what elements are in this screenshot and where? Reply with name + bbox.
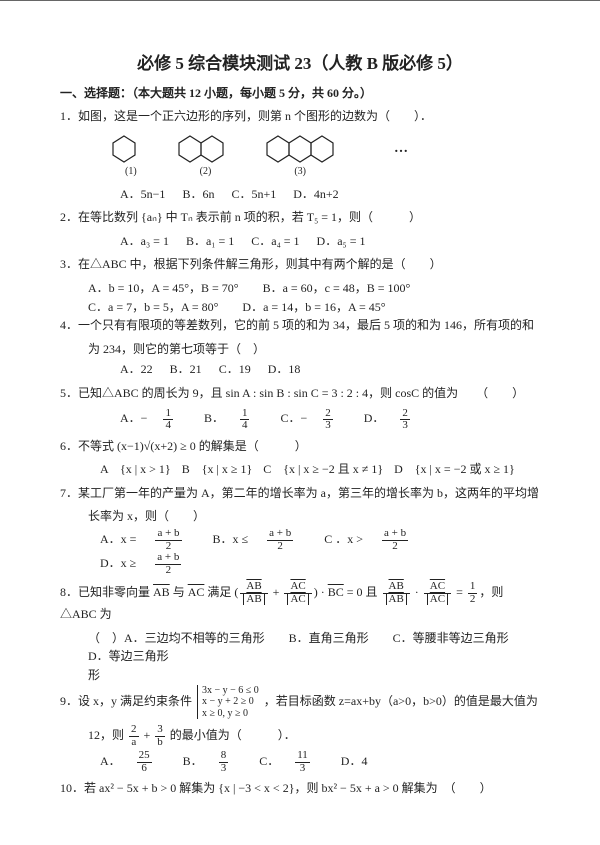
problem-1: 1．如图，这是一个正六边形的序列，则第 n 个图形的边数为（ ）． — [60, 107, 540, 126]
p5-choice-c: C．−23 — [280, 411, 346, 425]
p4-choice-b: B．21 — [170, 362, 202, 376]
p9-choice-a: A．256 — [100, 754, 166, 768]
p9-choice-d: D．4 — [341, 754, 368, 768]
problem-1-choices: A．5n−1 B．6n C．5n+1 D．4n+2 — [60, 185, 540, 204]
p9-choice-b: B．83 — [183, 754, 243, 768]
problem-1-text: 1．如图，这是一个正六边形的序列，则第 n 个图形的边数为（ ）． — [60, 109, 432, 123]
p6-choice-d: D {x | x = −2 或 x ≥ 1} — [394, 462, 515, 476]
problem-10: 10．若 ax² − 5x + b > 0 解集为 {x | −3 < x < … — [60, 779, 540, 798]
fig-label-1: (1) — [125, 166, 137, 177]
ellipsis: … — [394, 141, 412, 157]
p4-choice-d: D．18 — [268, 362, 301, 376]
hexagon-1 — [110, 134, 138, 164]
problem-5-choices: A．−14 B．14 C．−23 D．23 — [60, 408, 540, 432]
problem-5: 5．已知△ABC 的周长为 9，且 sin A : sin B : sin C … — [60, 384, 540, 403]
problem-4: 4．一个只有有限项的等差数列，它的前 5 项的和为 34，最后 5 项的和为 1… — [60, 316, 540, 335]
problem-6: 6．不等式 (x−1)√(x+2) ≥ 0 的解集是（ ） — [60, 437, 540, 456]
fig-label-2: (2) — [200, 166, 212, 177]
p5-choice-b: B．14 — [204, 411, 264, 425]
p7-choice-d: D．x ≥ a + b2 — [100, 556, 195, 570]
p6-choice-b: B {x | x ≥ 1} — [182, 462, 253, 476]
problem-9-cont: 12，则 2a + 3b 的最小值为（ ）． — [60, 724, 540, 748]
problem-2: 2．在等比数列 {aₙ} 中 Tₙ 表示前 n 项的积，若 T₅ = 1，则（ … — [60, 208, 540, 227]
constraint-brace: 3x − y − 6 ≤ 0x − y + 2 ≥ 0x ≥ 0, y ≥ 0 — [197, 685, 259, 720]
p7-choice-b: B．x ≤ a + b2 — [213, 532, 308, 546]
problem-9-choices: A．256 B．83 C．113 D．4 — [60, 750, 540, 774]
section-1-heading: 一、选择题：（本大题共 12 小题，每小题 5 分，共 60 分。） — [60, 84, 540, 101]
problem-3-line2: C．a = 7，b = 5，A = 80° D．a = 14，b = 16，A … — [60, 298, 540, 317]
p2-choice-d: D．a₅ = 1 — [317, 234, 366, 248]
problem-4-cont: 为 234，则它的第七项等于（ ） — [60, 340, 540, 359]
problem-7-choices: A．x = a + b2 B．x ≤ a + b2 C ．x > a + b2 … — [60, 528, 540, 576]
p5-choice-a: A．−14 — [120, 411, 187, 425]
p1-choice-b: B．6n — [182, 187, 214, 201]
p2-choice-a: A．a₃ = 1 — [120, 234, 169, 248]
p4-choice-a: A．22 — [120, 362, 153, 376]
problem-3-line1: A．b = 10，A = 45°，B = 70° B．a = 60，c = 48… — [60, 279, 540, 298]
problem-8: 8．已知非零向量 AB 与 AC 满足 (ABAB + ACAC) · BC =… — [60, 581, 540, 624]
problem-8-cont: （ ）A．三边均不相等的三角形 B．直角三角形 C．等腰非等边三角形 D．等边三… — [60, 629, 540, 666]
p7-choice-a: A．x = a + b2 — [100, 532, 196, 546]
hexagon-2 — [176, 134, 226, 164]
page-title: 必修 5 综合模块测试 23（人教 B 版必修 5） — [60, 49, 540, 74]
p2-choice-c: C．a₄ = 1 — [251, 234, 299, 248]
p1-choice-c: C．5n+1 — [231, 187, 276, 201]
problem-7-cont: 长率为 x，则（ ） — [60, 507, 540, 526]
fig-label-3: (3) — [294, 166, 306, 177]
hexagon-labels: (1) (2) (3) — [60, 166, 540, 177]
p1-choice-a: A．5n−1 — [120, 187, 165, 201]
problem-7: 7．某工厂第一年的产量为 A，第二年的增长率为 a，第三年的增长率为 b，这两年… — [60, 484, 540, 503]
page: 必修 5 综合模块测试 23（人教 B 版必修 5） 一、选择题：（本大题共 1… — [0, 0, 600, 845]
p4-choice-c: C．19 — [219, 362, 251, 376]
p6-choice-c: C {x | x ≥ −2 且 x ≠ 1} — [263, 462, 383, 476]
p1-choice-d: D．4n+2 — [293, 187, 338, 201]
p5-choice-d: D．23 — [364, 411, 424, 425]
p7-choice-c: C ．x > a + b2 — [324, 532, 422, 546]
hexagon-3 — [264, 134, 336, 164]
p2-choice-b: B．a₁ = 1 — [186, 234, 234, 248]
problem-6-choices: A {x | x > 1} B {x | x ≥ 1} C {x | x ≥ −… — [60, 460, 540, 479]
hexagon-figure: … — [60, 134, 540, 164]
problem-2-choices: A．a₃ = 1 B．a₁ = 1 C．a₄ = 1 D．a₅ = 1 — [60, 232, 540, 251]
problem-9: 9．设 x，y 满足约束条件 3x − y − 6 ≤ 0x − y + 2 ≥… — [60, 685, 540, 720]
problem-4-choices: A．22 B．21 C．19 D．18 — [60, 360, 540, 379]
p6-choice-a: A {x | x > 1} — [100, 462, 171, 476]
p9-choice-c: C．113 — [259, 754, 324, 768]
problem-3: 3．在△ABC 中，根据下列条件解三角形，则其中有两个解的是（ ） — [60, 255, 540, 274]
problem-8-cont2: 形 — [60, 666, 540, 685]
